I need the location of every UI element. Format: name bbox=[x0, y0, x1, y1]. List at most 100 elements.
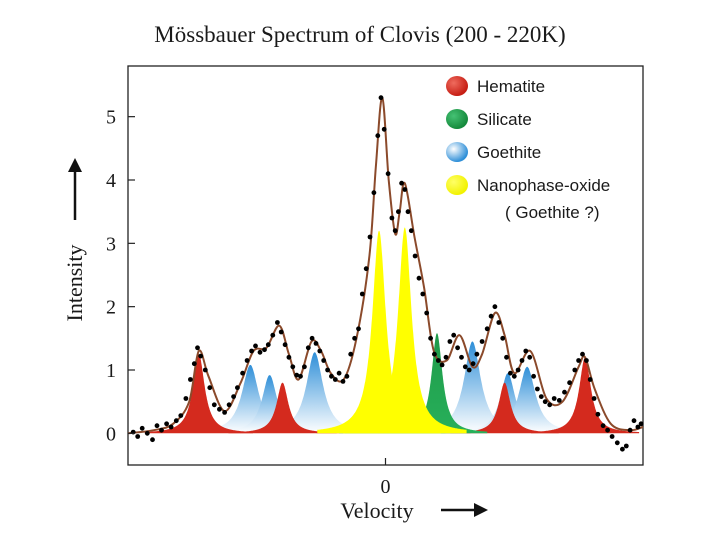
data-point-19 bbox=[211, 402, 217, 408]
legend-marker-goethite bbox=[446, 142, 468, 162]
data-point-32 bbox=[270, 332, 276, 338]
data-point-38 bbox=[294, 372, 300, 378]
y-axis-label: Intensity bbox=[62, 245, 87, 322]
data-point-53 bbox=[352, 335, 357, 341]
data-point-22 bbox=[226, 402, 232, 408]
data-point-67 bbox=[402, 187, 408, 192]
data-point-87 bbox=[479, 339, 485, 344]
data-point-48 bbox=[332, 377, 338, 382]
x-axis-ticks: 0 bbox=[381, 458, 391, 498]
data-point-107 bbox=[562, 389, 567, 395]
area-hematite-peak-6 bbox=[531, 357, 640, 434]
x-axis-label: Velocity bbox=[340, 498, 413, 523]
data-point-112 bbox=[584, 358, 589, 363]
data-point-18 bbox=[207, 385, 213, 391]
data-point-81 bbox=[455, 345, 460, 351]
data-point-110 bbox=[576, 358, 581, 363]
data-point-85 bbox=[470, 361, 476, 367]
data-point-82 bbox=[459, 354, 464, 360]
data-point-122 bbox=[627, 427, 633, 433]
data-point-72 bbox=[420, 291, 426, 297]
data-point-13 bbox=[188, 377, 193, 382]
y-axis-ticks: 0 1 2 3 4 5 bbox=[106, 107, 135, 445]
data-point-37 bbox=[290, 364, 296, 370]
area-goethite-peak-1 bbox=[173, 364, 328, 434]
data-point-108 bbox=[567, 380, 572, 386]
data-point-24 bbox=[235, 385, 240, 391]
data-point-121 bbox=[623, 443, 629, 449]
legend-label-nanophase-oxide: Nanophase-oxide bbox=[477, 176, 610, 195]
area-hematite-peak-2 bbox=[228, 382, 337, 434]
data-point-86 bbox=[474, 351, 480, 357]
data-point-42 bbox=[309, 335, 315, 341]
legend: Hematite Silicate Goethite Nanophase-oxide bbox=[446, 76, 610, 195]
data-point-6 bbox=[154, 423, 160, 429]
data-point-93 bbox=[504, 354, 509, 360]
area-hematite-peak-1 bbox=[144, 354, 253, 434]
area-nanophase-oxide-peak-1 bbox=[317, 230, 441, 434]
data-point-75 bbox=[432, 351, 437, 357]
component-areas bbox=[144, 227, 640, 434]
data-point-64 bbox=[392, 228, 398, 234]
area-silicate-peak-4 bbox=[386, 333, 488, 434]
data-point-23 bbox=[231, 394, 237, 399]
data-point-111 bbox=[580, 351, 585, 357]
data-point-76 bbox=[435, 358, 441, 363]
data-point-99 bbox=[527, 354, 533, 360]
y-tick-label-3: 3 bbox=[106, 233, 116, 255]
data-point-98 bbox=[523, 348, 529, 354]
data-point-9 bbox=[168, 424, 174, 430]
data-point-36 bbox=[286, 354, 292, 360]
area-goethite-peak-4 bbox=[395, 341, 550, 434]
data-point-43 bbox=[313, 341, 319, 346]
data-point-34 bbox=[278, 329, 284, 335]
data-point-54 bbox=[356, 326, 361, 332]
data-point-63 bbox=[389, 215, 395, 221]
data-point-125 bbox=[638, 421, 644, 427]
data-point-66 bbox=[399, 180, 404, 186]
y-tick-label-0: 0 bbox=[106, 423, 116, 445]
data-point-52 bbox=[348, 351, 354, 357]
data-point-89 bbox=[488, 313, 494, 319]
data-point-45 bbox=[321, 358, 327, 363]
legend-marker-hematite bbox=[446, 76, 468, 96]
y-tick-label-2: 2 bbox=[106, 297, 116, 319]
data-point-124 bbox=[635, 424, 641, 430]
area-goethite-peak-6 bbox=[449, 366, 605, 434]
data-point-47 bbox=[329, 373, 334, 379]
data-point-50 bbox=[340, 379, 346, 384]
data-point-30 bbox=[262, 347, 267, 353]
data-point-29 bbox=[257, 349, 263, 355]
area-hematite-peak-5 bbox=[450, 382, 559, 434]
data-point-20 bbox=[217, 406, 222, 412]
data-point-97 bbox=[519, 358, 525, 363]
legend-note: ( Goethite ?) bbox=[505, 203, 600, 222]
data-point-21 bbox=[222, 410, 228, 415]
data-point-69 bbox=[408, 228, 414, 234]
area-goethite-peak-3 bbox=[237, 352, 392, 434]
data-point-61 bbox=[381, 126, 387, 132]
data-point-88 bbox=[484, 326, 490, 332]
data-point-94 bbox=[508, 370, 513, 376]
legend-label-silicate: Silicate bbox=[477, 110, 532, 129]
area-nanophase-oxide-peak-2 bbox=[343, 227, 467, 434]
data-point-16 bbox=[198, 353, 204, 359]
y-axis-arrow bbox=[68, 158, 82, 220]
data-point-35 bbox=[282, 342, 288, 348]
data-point-105 bbox=[551, 396, 557, 401]
legend-label-hematite: Hematite bbox=[477, 77, 545, 96]
data-point-101 bbox=[535, 386, 540, 392]
data-point-31 bbox=[265, 342, 271, 348]
data-point-109 bbox=[572, 367, 578, 373]
data-point-119 bbox=[614, 440, 620, 446]
data-point-106 bbox=[556, 398, 562, 403]
data-point-115 bbox=[595, 411, 601, 417]
data-point-116 bbox=[600, 423, 606, 429]
legend-marker-silicate bbox=[446, 109, 468, 129]
data-point-8 bbox=[164, 421, 170, 427]
data-point-14 bbox=[191, 361, 197, 367]
data-point-44 bbox=[317, 348, 323, 354]
data-point-55 bbox=[359, 291, 365, 297]
data-point-71 bbox=[416, 275, 422, 281]
